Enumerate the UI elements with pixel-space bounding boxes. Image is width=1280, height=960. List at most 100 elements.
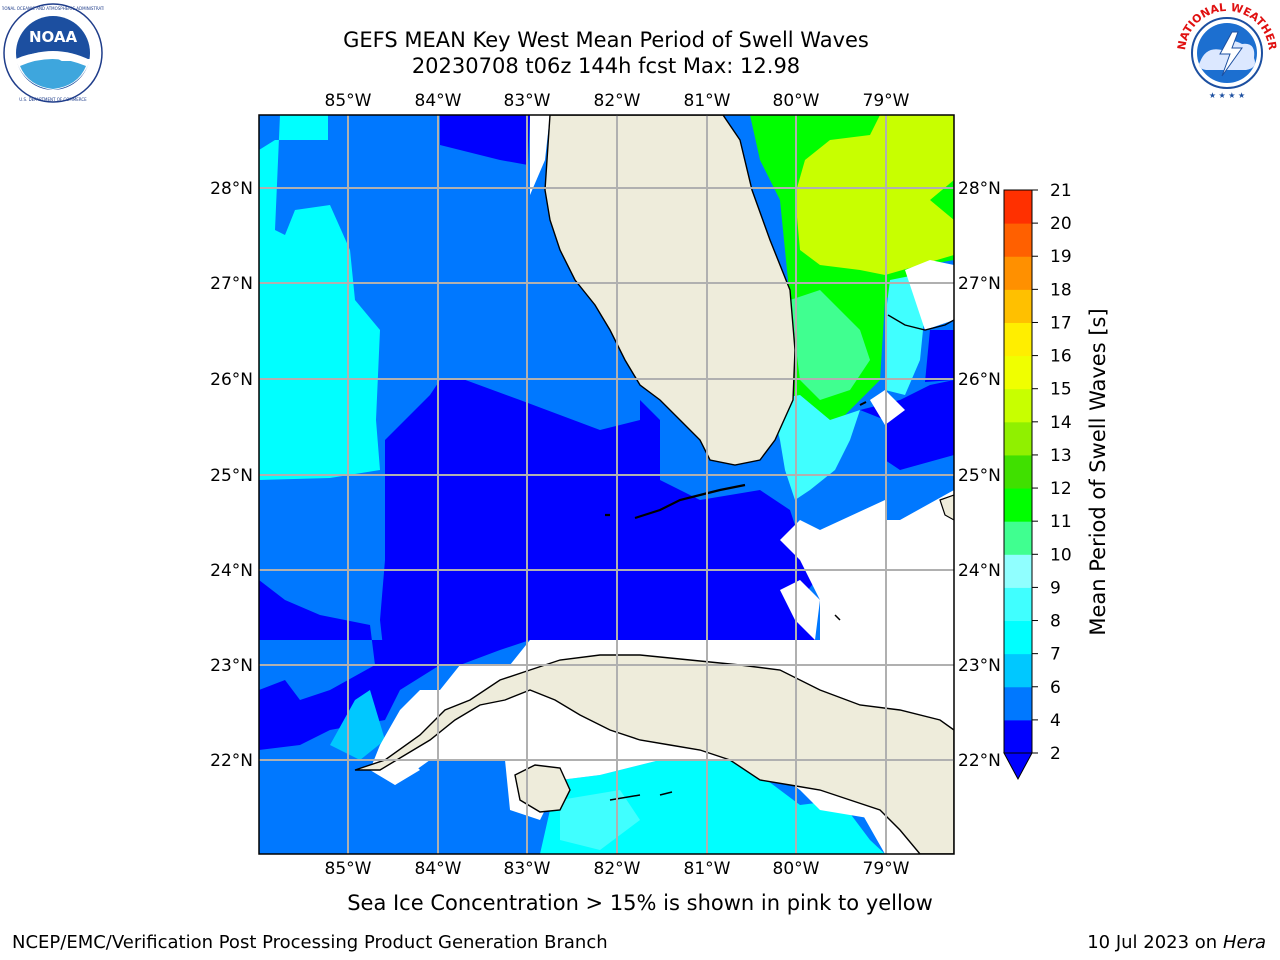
lon-tick-label-bottom: 84°W — [415, 859, 462, 879]
map-tick-labels: 85°W 85°W 84°W 84°W 83°W 83°W 82°W 82°W 81°W 81°W… — [210, 91, 1001, 879]
colorbar-tick-label: 13 — [1050, 446, 1072, 466]
isla-de-la-juventud — [514, 764, 571, 813]
colorbar-tick-label: 14 — [1050, 413, 1072, 433]
light-green-region — [790, 290, 870, 400]
lon-tick-label-bottom: 79°W — [863, 859, 910, 879]
lon-tick-label-top: 83°W — [504, 91, 551, 111]
deep-blue-southwest — [259, 580, 440, 750]
colorbar-segment — [1004, 256, 1032, 290]
chart-title: GEFS MEAN Key West Mean Period of Swell … — [343, 28, 869, 52]
florida-peninsula — [544, 115, 796, 466]
colorbar-segment — [1004, 554, 1032, 588]
sea-ice-note: Sea Ice Concentration > 15% is shown in … — [347, 891, 933, 915]
colorbar-segment — [1004, 719, 1032, 754]
colorbar-extend-arrow — [1003, 752, 1033, 781]
chart-subtitle: 20230708 t06z 144h fcst Max: 12.98 — [411, 54, 801, 78]
colorbar-tick-label: 6 — [1050, 678, 1061, 698]
light-cyan-region-south — [560, 790, 640, 850]
lat-tick-label-right: 22°N — [958, 751, 1001, 771]
colorbar-tick-label: 9 — [1050, 578, 1061, 598]
deep-blue-east — [860, 380, 954, 470]
cyan-band-east-florida — [770, 395, 860, 500]
colorbar-tick-label: 12 — [1050, 479, 1072, 499]
lon-tick-label-bottom: 81°W — [684, 859, 731, 879]
colorbar-segment — [1004, 355, 1032, 390]
deep-blue-north — [440, 115, 530, 165]
florida-keys — [605, 483, 746, 520]
colorbar-segment — [1004, 190, 1032, 224]
footer-machine: Hera — [1222, 932, 1266, 953]
lat-tick-label-right: 25°N — [958, 466, 1001, 486]
colorbar-segment — [1004, 587, 1032, 622]
colorbar-tick-label: 18 — [1050, 280, 1072, 300]
deep-blue-bahamas — [925, 330, 954, 382]
footer-credit: NCEP/EMC/Verification Post Processing Pr… — [12, 932, 608, 953]
lon-tick-label-top: 79°W — [863, 91, 910, 111]
lon-tick-label-bottom: 82°W — [594, 859, 641, 879]
lat-tick-label-right: 27°N — [958, 274, 1001, 294]
footer-date: 10 Jul 2023 on Hera — [1087, 932, 1266, 953]
svg-text:NATIONAL OCEANIC AND ATMOSPHER: NATIONAL OCEANIC AND ATMOSPHERIC ADMINIS… — [2, 6, 104, 11]
lat-tick-label-right: 24°N — [958, 561, 1001, 581]
cyan-band-bahamas — [885, 275, 925, 395]
lat-tick-label-right: 28°N — [958, 179, 1001, 199]
lat-tick-label-left: 22°N — [210, 751, 253, 771]
lon-tick-label-bottom: 80°W — [773, 859, 820, 879]
lon-tick-label-top: 84°W — [415, 91, 462, 111]
cyan-region-west — [259, 115, 380, 480]
colorbar-tick-label: 2 — [1050, 744, 1061, 764]
noaa-logo-text: NOAA — [29, 28, 78, 46]
cuba-island — [354, 654, 954, 854]
colorbar-segment — [1004, 223, 1032, 257]
map-frame — [258, 114, 955, 855]
colorbar-segment — [1004, 421, 1032, 456]
colorbar-tick-label: 21 — [1050, 181, 1072, 201]
lon-tick-label-bottom: 83°W — [504, 859, 551, 879]
colorbar-tick-label: 11 — [1050, 512, 1072, 532]
colorbar-segment — [1004, 289, 1032, 323]
lat-tick-label-left: 26°N — [210, 370, 253, 390]
lat-tick-label-left: 27°N — [210, 274, 253, 294]
colorbar-tick-label: 4 — [1050, 711, 1061, 731]
colorbar-segment — [1004, 488, 1032, 522]
lon-tick-label-top: 81°W — [684, 91, 731, 111]
colorbar-segment — [1004, 620, 1032, 655]
colorbar-tick-label: 17 — [1050, 313, 1072, 333]
lat-tick-label-right: 26°N — [958, 370, 1001, 390]
nws-logo: NATIONAL WEATHER SERVICE ★ ★ ★ ★ — [1176, 2, 1278, 102]
lon-tick-label-top: 85°W — [325, 91, 372, 111]
colorbar-segment — [1004, 322, 1032, 357]
colorbar-segment — [1004, 521, 1032, 555]
light-blue-region-west — [330, 690, 385, 760]
map-grid — [259, 115, 954, 854]
colorbar: 2 4 6 7 8 9 10 11 12 13 14 15 16 17 18 19 20 21 — [1003, 181, 1072, 781]
svg-text:U.S. DEPARTMENT OF COMMERCE: U.S. DEPARTMENT OF COMMERCE — [19, 97, 87, 102]
lat-tick-label-left: 25°N — [210, 466, 253, 486]
deep-blue-central — [380, 378, 820, 665]
noaa-logo: NOAA NATIONAL OCEANIC AND ATMOSPHERIC AD… — [2, 3, 104, 103]
colorbar-segment — [1004, 686, 1032, 721]
colorbar-segment — [1004, 388, 1032, 423]
footer-date-text: 10 Jul 2023 on — [1087, 932, 1223, 953]
colorbar-tick-label: 15 — [1050, 380, 1072, 400]
cyan-region-south — [540, 760, 885, 854]
lat-tick-label-left: 24°N — [210, 561, 253, 581]
colorbar-tick-label: 16 — [1050, 347, 1072, 367]
colorbar-tick-label: 20 — [1050, 214, 1072, 234]
colorbar-segment — [1004, 653, 1032, 688]
lat-tick-label-left: 28°N — [210, 179, 253, 199]
colorbar-tick-label: 10 — [1050, 545, 1072, 565]
colorbar-tick-label: 7 — [1050, 645, 1061, 665]
map-plot-area — [259, 115, 954, 854]
lon-tick-label-bottom: 85°W — [325, 859, 372, 879]
colorbar-segment — [1004, 454, 1032, 489]
lon-tick-label-top: 80°W — [773, 91, 820, 111]
yellow-green-region — [795, 115, 954, 275]
lon-tick-label-top: 82°W — [594, 91, 641, 111]
svg-text:★ ★ ★ ★: ★ ★ ★ ★ — [1209, 91, 1245, 100]
colorbar-tick-label: 8 — [1050, 612, 1061, 632]
colorbar-label: Mean Period of Swell Waves [s] — [1086, 308, 1110, 635]
lat-tick-label-left: 23°N — [210, 656, 253, 676]
lat-tick-label-right: 23°N — [958, 656, 1001, 676]
